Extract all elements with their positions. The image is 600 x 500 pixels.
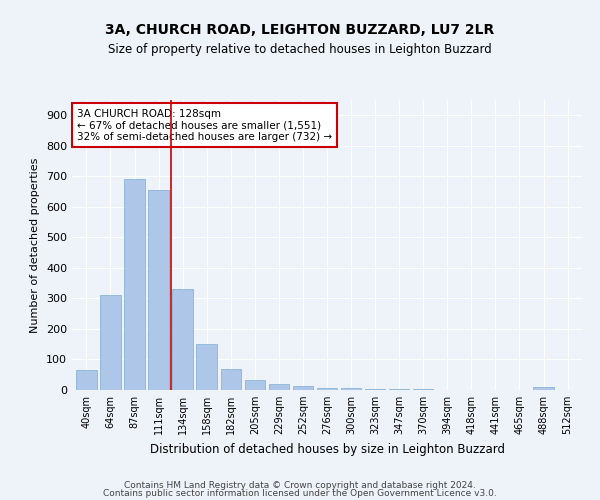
Text: Size of property relative to detached houses in Leighton Buzzard: Size of property relative to detached ho… [108, 42, 492, 56]
Bar [172, 290, 193, 390]
Bar [269, 384, 289, 390]
Text: 3A CHURCH ROAD: 128sqm
← 67% of detached houses are smaller (1,551)
32% of semi-: 3A CHURCH ROAD: 128sqm ← 67% of detached… [77, 108, 332, 142]
Bar [341, 388, 361, 390]
Bar [389, 389, 409, 390]
Bar [221, 369, 241, 390]
Text: Contains HM Land Registry data © Crown copyright and database right 2024.: Contains HM Land Registry data © Crown c… [124, 480, 476, 490]
Bar [196, 344, 217, 390]
Bar [76, 370, 97, 390]
Bar [533, 387, 554, 390]
Bar [293, 386, 313, 390]
Bar [365, 389, 385, 390]
Bar [124, 180, 145, 390]
Text: Contains public sector information licensed under the Open Government Licence v3: Contains public sector information licen… [103, 489, 497, 498]
Text: 3A, CHURCH ROAD, LEIGHTON BUZZARD, LU7 2LR: 3A, CHURCH ROAD, LEIGHTON BUZZARD, LU7 2… [106, 22, 494, 36]
Bar [100, 296, 121, 390]
Bar [148, 190, 169, 390]
X-axis label: Distribution of detached houses by size in Leighton Buzzard: Distribution of detached houses by size … [149, 442, 505, 456]
Y-axis label: Number of detached properties: Number of detached properties [31, 158, 40, 332]
Bar [245, 380, 265, 390]
Bar [317, 388, 337, 390]
